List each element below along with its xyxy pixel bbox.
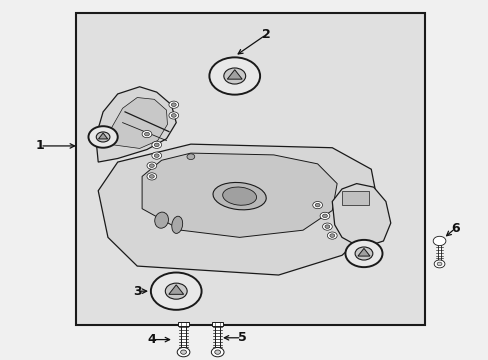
Circle shape [325,225,329,228]
FancyBboxPatch shape [178,322,188,326]
Text: 3: 3 [133,285,141,298]
FancyBboxPatch shape [76,13,424,325]
Circle shape [211,347,224,357]
Circle shape [147,173,157,180]
Circle shape [180,350,186,354]
Text: 2: 2 [262,28,270,41]
Circle shape [354,247,372,260]
Circle shape [154,154,159,157]
Circle shape [209,57,260,95]
Circle shape [168,112,178,119]
Circle shape [329,234,334,237]
FancyBboxPatch shape [212,322,223,326]
Polygon shape [331,184,390,248]
Circle shape [224,68,245,84]
Circle shape [320,212,329,220]
Circle shape [88,126,118,148]
Circle shape [433,260,444,268]
FancyBboxPatch shape [437,241,441,261]
Circle shape [171,114,176,117]
Circle shape [168,101,178,108]
Circle shape [432,236,445,246]
Text: 5: 5 [237,331,246,344]
FancyBboxPatch shape [341,191,368,205]
Polygon shape [98,144,380,275]
Circle shape [151,273,201,310]
Text: 6: 6 [450,222,459,235]
Circle shape [186,154,194,159]
Circle shape [152,152,161,159]
Circle shape [327,232,336,239]
Polygon shape [227,70,242,79]
Circle shape [345,240,382,267]
Circle shape [177,347,189,357]
Ellipse shape [154,212,168,228]
Circle shape [214,350,220,354]
Circle shape [149,175,154,178]
Polygon shape [168,285,183,294]
Circle shape [142,131,152,138]
Circle shape [96,132,110,142]
Polygon shape [96,87,176,162]
Circle shape [436,262,441,266]
FancyBboxPatch shape [181,324,185,350]
FancyBboxPatch shape [215,324,220,350]
Circle shape [149,164,154,167]
Text: 4: 4 [147,333,156,346]
Circle shape [154,143,159,147]
Text: 1: 1 [35,139,44,152]
Circle shape [322,214,327,218]
Polygon shape [108,98,167,148]
Polygon shape [98,133,107,139]
Circle shape [165,283,187,299]
Circle shape [144,132,149,136]
Ellipse shape [171,216,183,233]
Circle shape [147,162,157,169]
Ellipse shape [213,183,265,210]
Circle shape [322,223,331,230]
Circle shape [315,203,320,207]
Circle shape [312,202,322,209]
Polygon shape [357,248,369,256]
Circle shape [171,103,176,107]
Polygon shape [142,153,336,237]
Ellipse shape [222,187,256,205]
Circle shape [152,141,161,148]
